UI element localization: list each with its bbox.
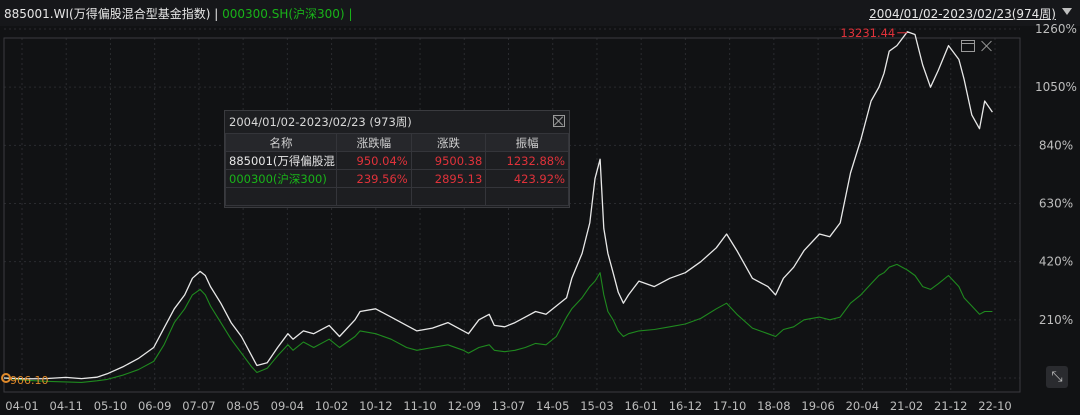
compare-series-title[interactable]: 000300.SH(沪深300) xyxy=(222,7,345,21)
row-change: 9500.38 xyxy=(410,151,487,170)
x-tick-label: 21-12 xyxy=(934,399,967,413)
date-range-selector[interactable]: 2004/01/02-2023/02/23(974周) xyxy=(869,7,1056,21)
row-change-pct: 950.04% xyxy=(336,151,412,170)
title-separator: | xyxy=(210,7,223,21)
series-group xyxy=(3,31,993,383)
x-tick-label: 06-09 xyxy=(138,399,171,413)
col-name: 名称 xyxy=(225,133,337,152)
x-axis: 04-01 04-11 05-10 06-09 07-07 08-05 09-04 10-02… xyxy=(5,399,1011,413)
x-tick-label: 12-09 xyxy=(448,399,481,413)
row-change-pct: 239.56% xyxy=(336,169,412,188)
table-row[interactable]: 000300(沪深300) 239.56% 2895.13 423.92% xyxy=(225,169,569,188)
x-tick-label: 10-12 xyxy=(359,399,392,413)
y-tick-label: 210% xyxy=(1039,313,1073,327)
x-tick-label: 04-01 xyxy=(5,399,38,413)
stats-table: 名称 涨跌幅 涨跌 振幅 885001(万得偏股混 950.04% 9500.3… xyxy=(225,133,569,206)
plot-frame xyxy=(3,37,1021,393)
x-tick-label: 09-04 xyxy=(271,399,304,413)
x-tick-label: 15-03 xyxy=(580,399,613,413)
y-tick-label: 420% xyxy=(1039,255,1073,269)
y-tick-label: 1050% xyxy=(1035,80,1077,94)
table-row-empty xyxy=(225,187,569,206)
col-amplitude: 振幅 xyxy=(485,133,569,152)
grid xyxy=(4,28,1020,392)
y-axis: 0%210%420%630%840%1050%1260% xyxy=(1035,22,1077,385)
x-tick-label: 22-10 xyxy=(978,399,1011,413)
start-value-label: 906.10 xyxy=(10,374,49,387)
title-group: 885001.WI(万得偏股混合型基金指数) | 000300.SH(沪深300… xyxy=(4,5,352,22)
table-header-row: 名称 涨跌幅 涨跌 振幅 xyxy=(225,133,569,152)
caret-down-icon[interactable] xyxy=(1062,8,1072,15)
x-tick-label: 21-02 xyxy=(890,399,923,413)
col-change-pct: 涨跌幅 xyxy=(336,133,412,152)
row-amplitude: 423.92% xyxy=(485,169,569,188)
x-tick-label: 11-10 xyxy=(403,399,436,413)
x-tick-label: 19-06 xyxy=(801,399,834,413)
chart-header: 885001.WI(万得偏股混合型基金指数) | 000300.SH(沪深300… xyxy=(0,0,1080,26)
x-tick-label: 18-08 xyxy=(757,399,790,413)
max-value-label: 13231.44 xyxy=(840,26,895,40)
y-tick-label: 1260% xyxy=(1035,22,1077,36)
row-name: 885001(万得偏股混 xyxy=(225,151,337,170)
x-tick-label: 04-11 xyxy=(50,399,83,413)
x-tick-label: 10-02 xyxy=(315,399,348,413)
main-series-title[interactable]: 885001.WI(万得偏股混合型基金指数) xyxy=(4,7,211,21)
y-tick-label: 630% xyxy=(1039,197,1073,211)
interval-stats-panel: 2004/01/02-2023/02/23 (973周) 名称 涨跌幅 涨跌 振… xyxy=(224,110,570,208)
x-tick-label: 05-10 xyxy=(94,399,127,413)
x-tick-label: 16-01 xyxy=(624,399,657,413)
panel-title: 2004/01/02-2023/02/23 (973周) xyxy=(229,115,412,129)
close-box-icon[interactable] xyxy=(553,115,565,127)
row-name: 000300(沪深300) xyxy=(225,169,337,188)
y-tick-label: 840% xyxy=(1039,138,1073,152)
x-tick-label: 14-05 xyxy=(536,399,569,413)
expand-arrows-icon[interactable]: ⤡ xyxy=(1046,366,1068,388)
x-tick-label: 13-07 xyxy=(492,399,525,413)
x-tick-label: 17-10 xyxy=(713,399,746,413)
x-tick-label: 08-05 xyxy=(226,399,259,413)
col-change: 涨跌 xyxy=(410,133,487,152)
row-amplitude: 1232.88% xyxy=(485,151,569,170)
start-marker xyxy=(1,373,11,383)
restore-icon[interactable] xyxy=(961,40,975,52)
x-tick-label: 20-04 xyxy=(846,399,879,413)
series-line-index xyxy=(3,263,993,383)
table-row[interactable]: 885001(万得偏股混 950.04% 9500.38 1232.88% xyxy=(225,151,569,170)
annotations: 906.10 13231.44 xyxy=(1,26,908,387)
row-change: 2895.13 xyxy=(410,169,487,188)
title-separator-end: | xyxy=(344,7,353,21)
x-tick-label: 07-07 xyxy=(182,399,215,413)
x-tick-label: 16-12 xyxy=(669,399,702,413)
series-line-fund xyxy=(3,31,993,380)
close-icon[interactable] xyxy=(980,40,992,52)
